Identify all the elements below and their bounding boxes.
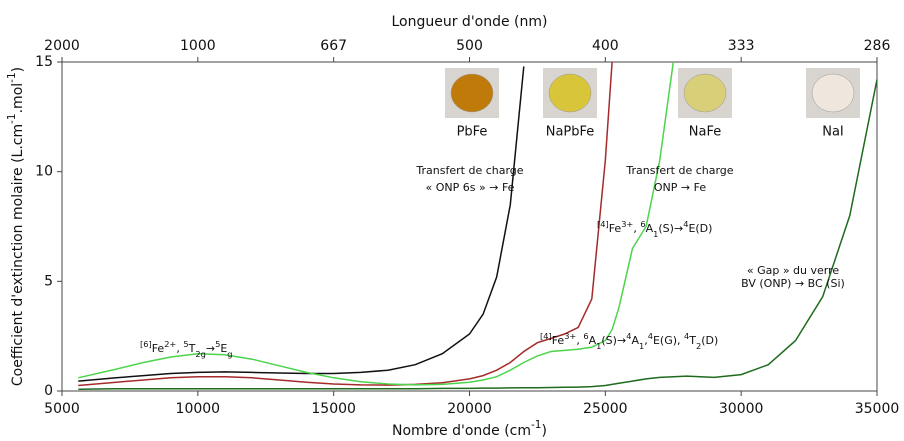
text-part: -1 [6, 72, 18, 82]
text-part: E [220, 342, 227, 355]
x2-tick-label: 400 [592, 38, 619, 54]
text-part: BV (ONP) → BC (Si) [741, 277, 845, 290]
text-part: A [589, 334, 597, 347]
text-part: 4 [683, 219, 688, 229]
text-part: ) [542, 423, 547, 439]
annotation: BV (ONP) → BC (Si) [741, 277, 845, 290]
text-part: Transfert de charge [415, 164, 523, 177]
x-tick-label: 15000 [311, 401, 356, 417]
series-line [78, 79, 877, 390]
text-part: (D) [701, 334, 718, 347]
sample-disc [548, 73, 592, 113]
sample-disc [683, 73, 727, 113]
text-part: Fe [609, 222, 622, 235]
text-part: ) [10, 67, 26, 72]
series-line [78, 62, 675, 386]
x-tick-label: 5000 [44, 401, 80, 417]
text-part: → [206, 342, 215, 355]
text-part: .mol [10, 83, 26, 114]
legend-label: NaPbFe [546, 125, 595, 140]
annotation: [4]Fe3+, 6A1(S)→4E(D) [597, 219, 712, 239]
x2-tick-label: 667 [320, 38, 347, 54]
legend-label: NaI [822, 125, 844, 140]
x2-tick-label: 2000 [44, 38, 80, 54]
x2-tick-label: 500 [456, 38, 483, 54]
x2-tick-label: 1000 [180, 38, 216, 54]
text-part: 5 [183, 339, 188, 349]
text-part: A [631, 334, 639, 347]
text-part: Transfert de charge [625, 164, 733, 177]
text-part: 3+ [621, 219, 633, 229]
text-part: Nombre d'onde (cm [392, 423, 531, 439]
annotation: Transfert de charge [625, 164, 733, 177]
text-part: [4] [540, 331, 552, 341]
text-part: Coefficient d'extinction molaire (L.cm [10, 124, 26, 386]
text-part: « ONP 6s » → Fe [426, 181, 515, 194]
text-part: 1 [639, 341, 644, 351]
y-tick-label: 5 [44, 273, 53, 289]
text-part: , [644, 334, 648, 347]
annotation: [4]Fe3+, 6A1(S)→4A1,4E(G), 4T2(D) [540, 331, 718, 351]
sample-disc [450, 73, 494, 113]
y-tick-label: 10 [35, 164, 53, 180]
text-part: , [576, 334, 583, 347]
text-part: « Gap » du verre [747, 264, 840, 277]
text-part: (S)→ [601, 334, 626, 347]
text-part: 4 [684, 331, 689, 341]
annotation: « Gap » du verre [747, 264, 840, 277]
x2-tick-label: 333 [728, 38, 755, 54]
y-axis-title: Coefficient d'extinction molaire (L.cm-1… [6, 67, 26, 386]
sample-disc [811, 73, 855, 113]
text-part: 4 [626, 331, 631, 341]
text-part: (S)→ [658, 222, 683, 235]
legend-label: NaFe [689, 125, 721, 140]
text-part: E(D) [688, 222, 712, 235]
text-part: 2+ [164, 339, 176, 349]
x2-axis-title: Longueur d'onde (nm) [391, 14, 547, 30]
text-part: T [688, 334, 696, 347]
text-part: Fe [552, 334, 565, 347]
text-part: E(G), [653, 334, 684, 347]
text-part: 6 [583, 331, 588, 341]
text-part: , [633, 222, 640, 235]
text-part: -1 [531, 419, 541, 431]
x-tick-label: 10000 [176, 401, 221, 417]
text-part: 1 [596, 341, 601, 351]
x-axis-title: Nombre d'onde (cm-1) [392, 419, 547, 439]
y-tick-label: 15 [35, 54, 53, 70]
text-part: g [227, 349, 232, 359]
y-tick-label: 0 [44, 383, 53, 399]
text-part: 2 [696, 341, 701, 351]
x-tick-label: 20000 [447, 401, 492, 417]
text-part: 6 [640, 219, 645, 229]
text-part: T [188, 342, 196, 355]
text-part: Longueur d'onde (nm) [391, 14, 547, 30]
annotation: ONP → Fe [654, 181, 706, 194]
text-part: -1 [6, 113, 18, 123]
text-part: 2g [195, 349, 206, 359]
text-part: ONP → Fe [654, 181, 706, 194]
annotation: « ONP 6s » → Fe [426, 181, 515, 194]
series-line [78, 66, 525, 382]
text-part: 4 [648, 331, 653, 341]
series-line [78, 62, 613, 387]
legend-label: PbFe [457, 125, 488, 140]
text-part: [6] [140, 339, 152, 349]
annotation: Transfert de charge [415, 164, 523, 177]
text-part: 1 [653, 229, 658, 239]
text-part: A [646, 222, 654, 235]
x2-tick-label: 286 [864, 38, 891, 54]
text-part: [4] [597, 219, 609, 229]
text-part: 5 [215, 339, 220, 349]
x-tick-label: 35000 [855, 401, 900, 417]
x-tick-label: 25000 [583, 401, 628, 417]
text-part: Fe [152, 342, 165, 355]
text-part: , [176, 342, 183, 355]
text-part: 3+ [564, 331, 576, 341]
annotation: [6]Fe2+, 5T2g→5Eg [140, 339, 233, 359]
x-tick-label: 30000 [719, 401, 764, 417]
